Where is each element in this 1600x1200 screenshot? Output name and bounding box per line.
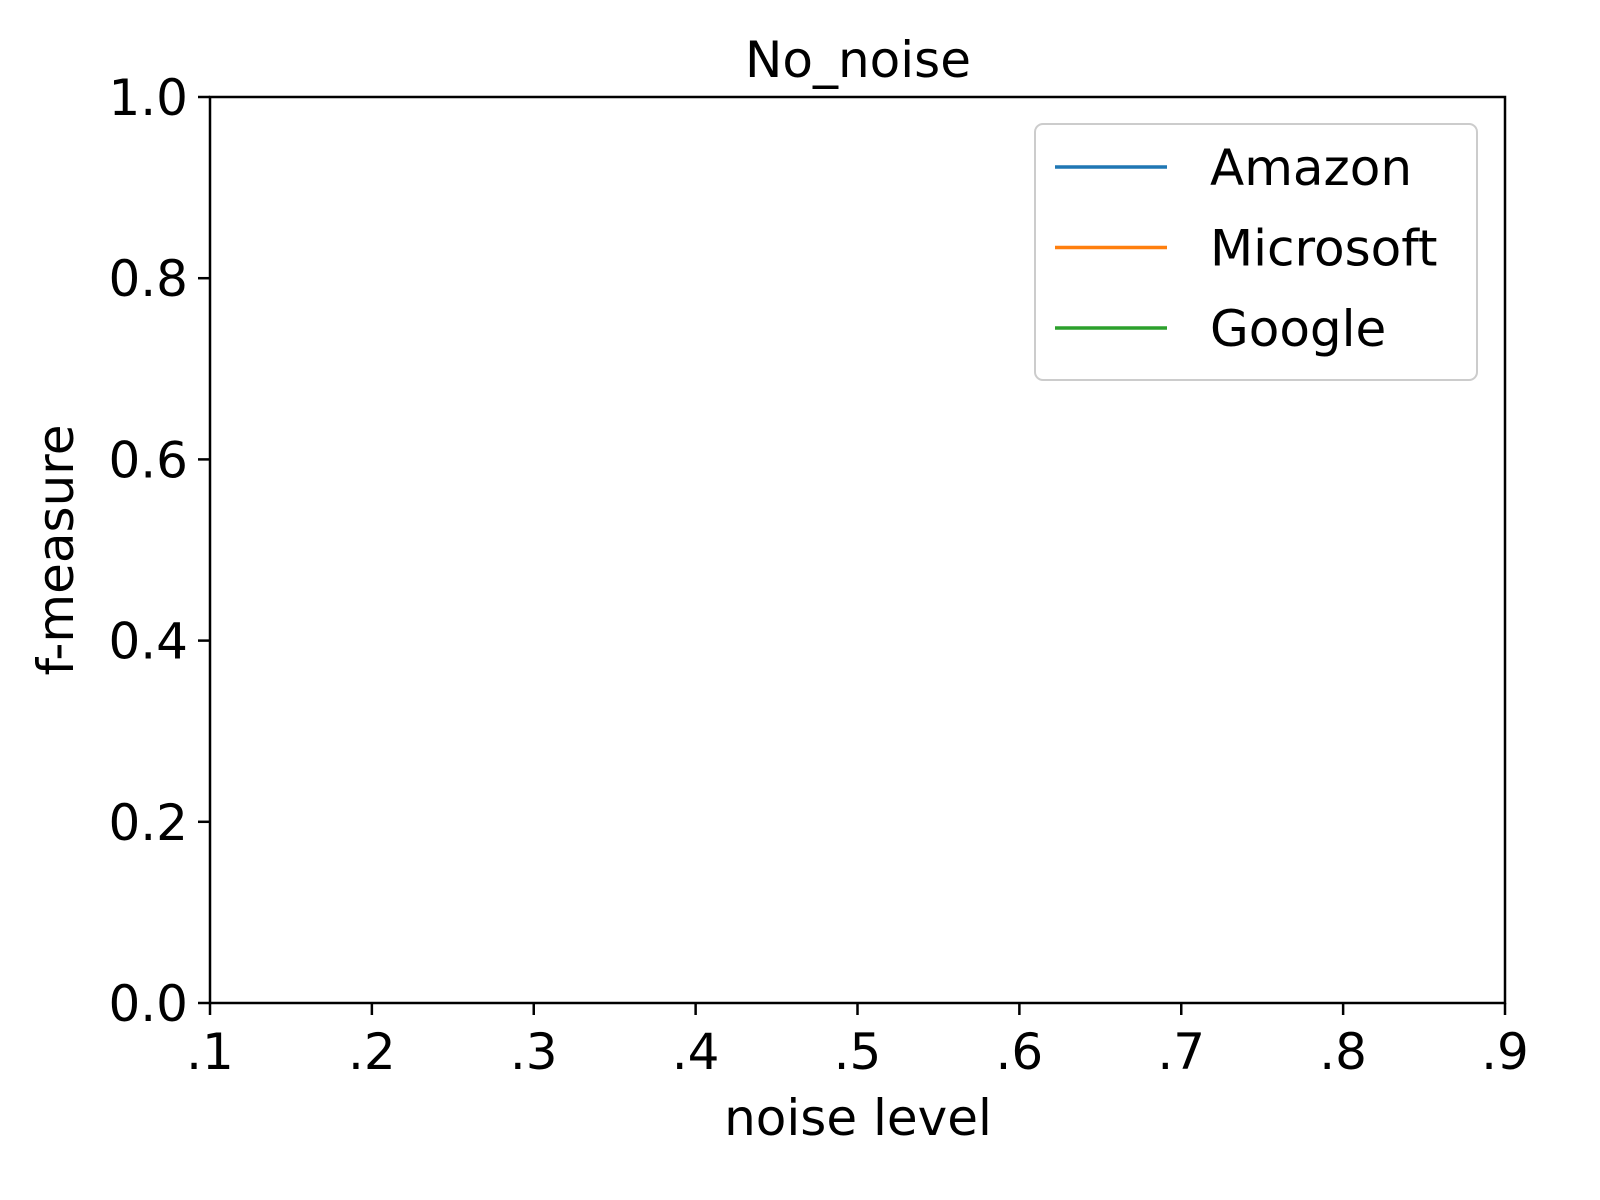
x-tick-label: .4 [672, 1023, 720, 1081]
y-tick-label: 0.2 [108, 794, 188, 852]
legend-box [1034, 123, 1478, 381]
y-tick-label: 1.0 [108, 69, 188, 127]
x-tick-label: .3 [510, 1023, 558, 1081]
x-tick-label: .5 [834, 1023, 882, 1081]
y-tick-label: 0.0 [108, 975, 188, 1033]
x-axis: .1 .2 .3 .4 .5 .6 .7 .8 .9 [186, 1003, 1529, 1081]
y-tick-label: 0.6 [108, 431, 188, 489]
y-axis: 0.0 0.2 0.4 0.6 0.8 1.0 [108, 69, 210, 1033]
y-tick-label: 0.8 [108, 250, 188, 308]
legend-label-microsoft: Microsoft [1210, 220, 1438, 278]
x-tick-label: .1 [186, 1023, 234, 1081]
x-axis-label: noise level [724, 1089, 992, 1147]
legend-items: Amazon Microsoft Google [1055, 139, 1438, 358]
x-tick-label: .6 [996, 1023, 1044, 1081]
y-tick-label: 0.4 [108, 613, 188, 671]
x-tick-label: .8 [1319, 1023, 1367, 1081]
legend: Amazon Microsoft Google [1034, 123, 1478, 381]
legend-label-google: Google [1210, 300, 1386, 358]
chart-title: No_noise [745, 31, 971, 89]
y-axis-label: f-measure [27, 425, 85, 676]
x-tick-label: .7 [1157, 1023, 1205, 1081]
legend-label-amazon: Amazon [1210, 139, 1412, 197]
x-tick-label: .9 [1481, 1023, 1529, 1081]
x-tick-label: .2 [348, 1023, 396, 1081]
